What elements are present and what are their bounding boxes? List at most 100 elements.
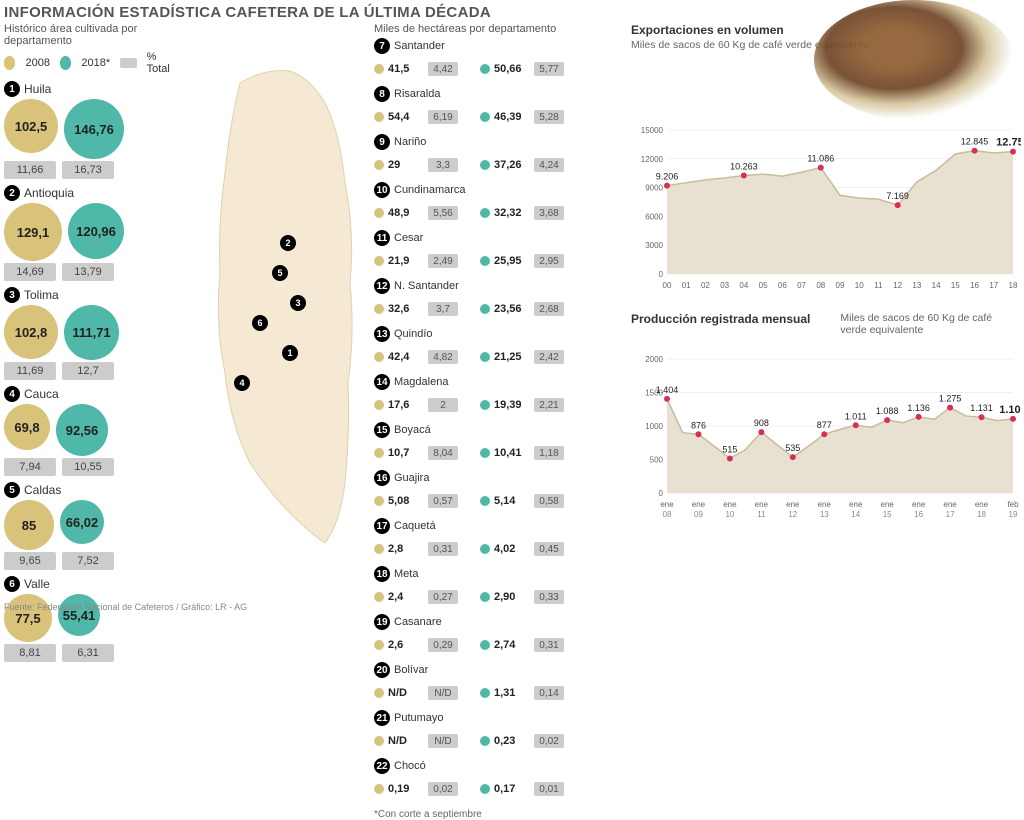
table-row: 14 Magdalena 17,6 2 19,39 2,21 [374,375,621,421]
svg-text:1.106: 1.106 [999,404,1021,416]
svg-text:03: 03 [720,281,729,290]
svg-text:08: 08 [816,281,825,290]
pct-2018: 2,95 [534,254,564,268]
dot-2018-icon [480,544,490,554]
pct-2008: 14,69 [4,263,56,281]
svg-text:515: 515 [722,444,737,454]
row-number: 11 [374,230,390,246]
circle-2018: 111,71 [64,305,119,360]
dot-2018-icon [480,688,490,698]
pct-2018: 1,18 [534,446,564,460]
legend-2018: 2018* [81,57,110,69]
svg-text:05: 05 [759,281,768,290]
row-name: Bolívar [394,664,428,676]
circle-2018: 92,56 [56,404,108,456]
dept-card: 3 Tolima 102,8 111,71 11,69 12,7 [4,287,176,380]
coffee-beans-photo [814,0,1014,120]
svg-text:15: 15 [883,510,892,519]
dot-2018-icon [480,112,490,122]
row-name: Chocó [394,760,426,772]
pct-2008: 7,94 [4,458,56,476]
val-2008: N/D [388,735,424,747]
svg-text:ene: ene [912,500,926,509]
val-2008: 10,7 [388,447,424,459]
val-2018: 0,23 [494,735,530,747]
dot-2008-icon [374,256,384,266]
pct-2018: 0,33 [534,590,564,604]
svg-text:6000: 6000 [645,212,663,221]
swatch-2018 [60,56,71,70]
row-name: Caquetá [394,520,436,532]
dot-2008-icon [374,400,384,410]
row-number: 13 [374,326,390,342]
svg-text:02: 02 [701,281,710,290]
dept-card: 1 Huila 102,5 146,76 11,66 16,73 [4,81,176,179]
circle-2008: 102,5 [4,99,58,153]
circle-2008: 129,1 [4,203,62,261]
table-row: 18 Meta 2,4 0,27 2,90 0,33 [374,567,621,613]
circle-2018: 120,96 [68,203,124,259]
val-2018: 5,14 [494,495,530,507]
svg-text:18: 18 [977,510,986,519]
pct-2008: 0,31 [428,542,458,556]
pct-2018: 16,73 [62,161,114,179]
col-right: Exportaciones en volumen Miles de sacos … [625,23,1024,613]
svg-text:4: 4 [239,378,244,388]
val-2018: 21,25 [494,351,530,363]
pct-2008: 3,3 [428,158,458,172]
circle-2008: 102,8 [4,305,58,359]
svg-text:12.751: 12.751 [996,136,1021,148]
swatch-2008 [4,56,15,70]
dot-2008-icon [374,160,384,170]
val-2008: 2,6 [388,639,424,651]
svg-text:ene: ene [943,500,957,509]
legend-2008: 2008 [25,57,49,69]
pct-2008: 0,57 [428,494,458,508]
pct-2018: 0,14 [534,686,564,700]
row-number: 15 [374,422,390,438]
row-number: 9 [374,134,390,150]
val-2018: 2,90 [494,591,530,603]
svg-text:04: 04 [739,281,748,290]
svg-text:6: 6 [257,318,262,328]
val-2008: 48,9 [388,207,424,219]
col-left: Histórico área cultivada por departament… [0,23,180,613]
circle-2018: 146,76 [64,99,124,159]
dot-2018-icon [480,736,490,746]
dept-number: 5 [4,482,20,498]
dot-2018-icon [480,592,490,602]
dot-2008-icon [374,352,384,362]
svg-text:10: 10 [855,281,864,290]
dept-name-label: Antioquia [24,186,74,200]
svg-text:1.088: 1.088 [876,406,899,416]
table-row: 19 Casanare 2,6 0,29 2,74 0,31 [374,615,621,661]
map-marker: 4 [234,375,250,391]
val-2008: 54,4 [388,111,424,123]
row-number: 12 [374,278,390,294]
layout: Histórico área cultivada por departament… [0,23,1024,613]
val-2008: 29 [388,159,424,171]
svg-text:0: 0 [659,489,664,498]
pct-2018: 0,45 [534,542,564,556]
circle-2008: 69,8 [4,404,50,450]
dept-card: 6 Valle 77,5 55,41 8,81 6,31 [4,576,176,662]
svg-text:17: 17 [946,510,955,519]
row-number: 19 [374,614,390,630]
swatch-pct [120,58,136,68]
table-row: 9 Nariño 29 3,3 37,26 4,24 [374,135,621,181]
svg-text:0: 0 [659,270,664,279]
pct-2008: 9,65 [4,552,56,570]
svg-text:15000: 15000 [641,126,664,135]
dot-2008-icon [374,448,384,458]
row-number: 21 [374,710,390,726]
dot-2008-icon [374,304,384,314]
pct-2008: 0,27 [428,590,458,604]
val-2018: 46,39 [494,111,530,123]
pct-2008: 5,56 [428,206,458,220]
circle-2008: 85 [4,500,54,550]
pct-2018: 12,7 [62,362,114,380]
svg-text:908: 908 [754,418,769,428]
dot-2008-icon [374,736,384,746]
svg-text:ene: ene [755,500,769,509]
row-number: 8 [374,86,390,102]
